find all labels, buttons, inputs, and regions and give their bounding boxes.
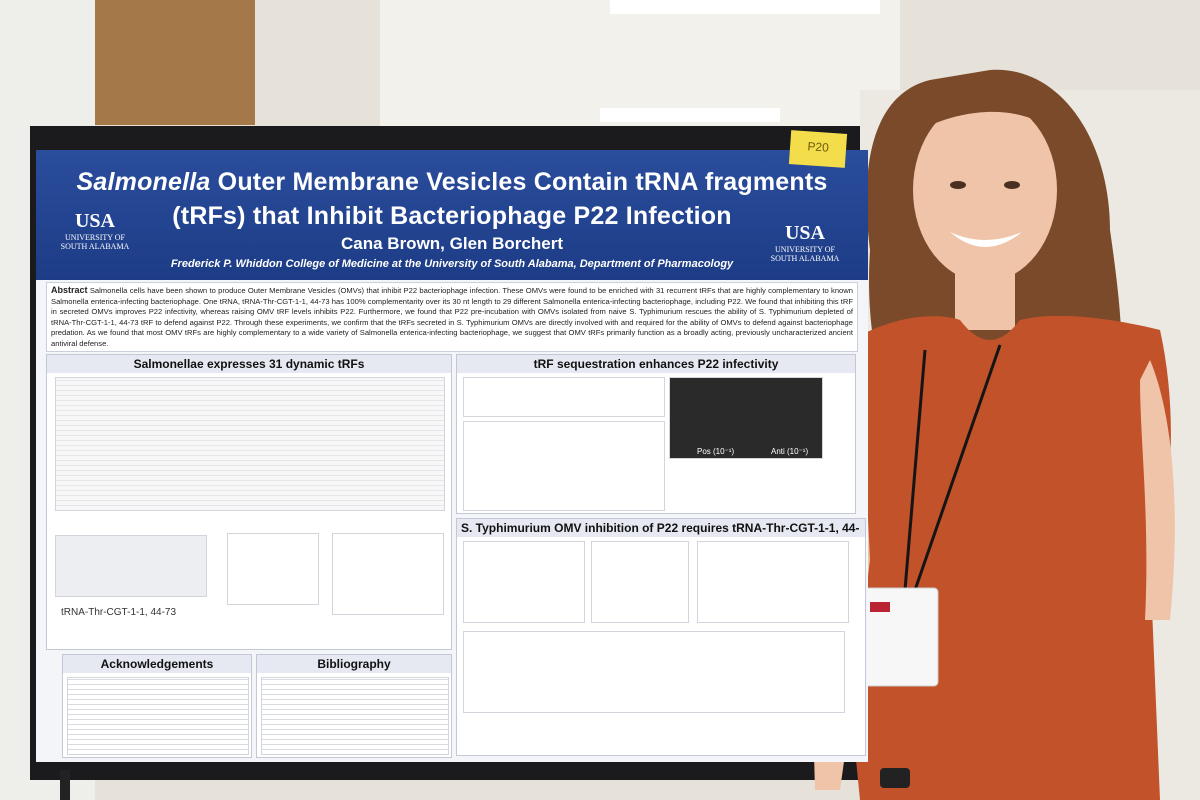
panel: S. Typhimurium OMV inhibition of P22 req…: [456, 518, 866, 756]
logo-name: SOUTH ALABAMA: [60, 242, 130, 251]
title-italic: Salmonella: [76, 168, 211, 196]
eye: [1004, 181, 1020, 189]
logo: USA UNIVERSITY OF SOUTH ALABAMA: [40, 210, 150, 251]
logo-mark: USA: [784, 222, 825, 244]
figure: [463, 631, 845, 713]
logo-mark: USA: [74, 210, 115, 232]
panel-heading: Salmonellae expresses 31 dynamic tRFs: [47, 355, 451, 373]
arm: [1140, 360, 1175, 620]
hair-top: [920, 84, 1060, 140]
table-figure: [55, 377, 445, 511]
badge-logo: [870, 602, 890, 612]
title-line: Salmonella Outer Membrane Vesicles Conta…: [36, 168, 868, 197]
face: [913, 98, 1057, 282]
text-block: [261, 677, 449, 755]
panel-heading: tRF sequestration enhances P22 infectivi…: [457, 355, 855, 373]
authors: Cana Brown, Glen Borchert: [341, 234, 563, 253]
smile: [950, 232, 1022, 247]
logo: USA UNIVERSITY OF SOUTH ALABAMA: [750, 222, 860, 263]
panel-heading: S. Typhimurium OMV inhibition of P22 req…: [457, 519, 865, 537]
affiliation: Frederick P. Whiddon College of Medicine…: [170, 258, 734, 270]
poster: Salmonella Outer Membrane Vesicles Conta…: [36, 150, 868, 762]
title-line: (tRFs) that Inhibit Bacteriophage P22 In…: [172, 202, 732, 230]
logo-name: UNIVERSITY OF: [775, 245, 835, 254]
watch: [880, 768, 910, 788]
panel: Acknowledgements: [62, 654, 252, 758]
abstract: Abstract Salmonella cells have been show…: [46, 282, 858, 352]
sticky-note: P20: [788, 130, 848, 168]
ceiling-light: [600, 108, 780, 122]
plate-label: Anti (10⁻¹): [771, 447, 809, 456]
panel-heading: Bibliography: [257, 655, 451, 673]
plate-photo: [669, 377, 823, 459]
abstract-label: Abstract: [51, 285, 88, 295]
panel: Salmonellae expresses 31 dynamic tRFs tR…: [46, 354, 452, 650]
figure: [227, 533, 319, 605]
panel: Bibliography: [256, 654, 452, 758]
poster-banner: Salmonella Outer Membrane Vesicles Conta…: [36, 150, 868, 280]
panel: tRF sequestration enhances P22 infectivi…: [456, 354, 856, 514]
dress: [838, 315, 1171, 800]
figure: [55, 535, 207, 597]
figure: [463, 421, 665, 511]
abstract-text: Salmonella cells have been shown to prod…: [51, 286, 853, 348]
lanyard: [903, 344, 1002, 591]
figure: [697, 541, 849, 623]
logo-name: SOUTH ALABAMA: [770, 254, 840, 263]
neck: [955, 270, 1015, 330]
figure-label: tRNA-Thr-CGT-1-1, 44-73: [61, 607, 177, 618]
title-text: Outer Membrane Vesicles Contain tRNA fra…: [217, 168, 828, 196]
panel-heading: Acknowledgements: [63, 655, 251, 673]
ceiling-light: [610, 0, 880, 14]
text-block: [67, 677, 249, 755]
plate-label: Pos (10⁻¹): [697, 447, 735, 456]
stand-leg: [60, 770, 70, 800]
door: [95, 0, 255, 125]
figure: [591, 541, 689, 623]
figure: [463, 377, 665, 417]
logo-name: UNIVERSITY OF: [65, 233, 125, 242]
figure: [463, 541, 585, 623]
figure: [332, 533, 444, 615]
eye: [950, 181, 966, 189]
